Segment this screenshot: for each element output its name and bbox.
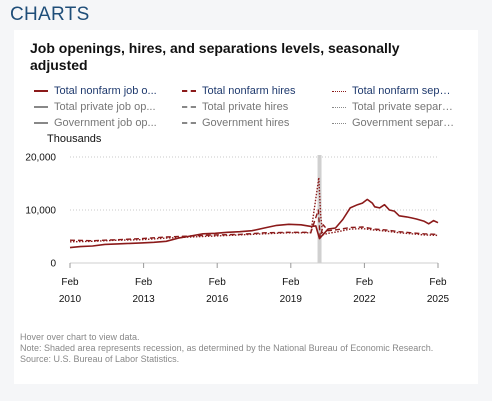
chart-plot-area[interactable]: 0 10,000 20,000 Feb 2010 Feb 2013 Feb 2016 Feb 201… — [14, 30, 478, 320]
series-line — [69, 198, 439, 249]
legend-swatch — [182, 90, 196, 92]
x-tick-year: 2019 — [280, 294, 303, 305]
page-header: CHARTS — [10, 4, 90, 25]
legend-item[interactable]: Total nonfarm hires — [182, 83, 306, 99]
legend-item[interactable]: Government separa... — [332, 115, 456, 131]
x-tick-month: Feb — [209, 277, 227, 288]
chart-title: Job openings, hires, and separations lev… — [30, 40, 400, 73]
x-tick-year: 2025 — [427, 294, 450, 305]
y-tick-label: 0 — [50, 259, 56, 270]
legend-swatch — [34, 122, 48, 124]
x-tick-year: 2010 — [59, 294, 82, 305]
x-tick-year: 2016 — [206, 294, 229, 305]
recession-shading — [317, 155, 322, 263]
legend-swatch — [34, 90, 48, 92]
x-tick-month: Feb — [135, 277, 153, 288]
legend-swatch — [34, 106, 48, 108]
legend-item[interactable]: Total nonfarm job o... — [34, 83, 158, 99]
recession-note: Note: Shaded area represents recession, … — [20, 343, 434, 353]
x-tick-year: 2013 — [132, 294, 155, 305]
chart-card: Job openings, hires, and separations lev… — [14, 30, 478, 384]
source-note: Source: U.S. Bureau of Labor Statistics. — [20, 354, 180, 364]
legend-swatch — [182, 106, 196, 108]
series-line — [69, 177, 439, 243]
legend-item[interactable]: Total private hires — [182, 99, 306, 115]
legend-item[interactable]: Government hires — [182, 115, 306, 131]
legend-swatch — [332, 122, 346, 124]
legend-item[interactable]: Total private separa... — [332, 99, 456, 115]
x-tick-month: Feb — [429, 277, 447, 288]
legend-swatch — [332, 106, 346, 108]
legend-item[interactable]: Total private job op... — [34, 99, 158, 115]
legend-item[interactable]: Government job op... — [34, 115, 158, 131]
hover-note: Hover over chart to view data. — [20, 332, 140, 342]
legend-item[interactable]: Total nonfarm separ... — [332, 83, 456, 99]
x-tick-month: Feb — [61, 277, 79, 288]
x-tick-month: Feb — [282, 277, 300, 288]
legend-swatch — [332, 90, 346, 92]
legend-swatch — [182, 122, 196, 124]
chart-footnotes: Hover over chart to view data. Note: Sha… — [20, 332, 474, 365]
y-axis-units-label: Thousands — [47, 133, 102, 145]
y-tick-label: 10,000 — [25, 206, 56, 217]
x-tick-month: Feb — [356, 277, 374, 288]
x-tick-year: 2022 — [353, 294, 376, 305]
y-tick-label: 20,000 — [25, 153, 56, 164]
series-line — [69, 209, 439, 242]
